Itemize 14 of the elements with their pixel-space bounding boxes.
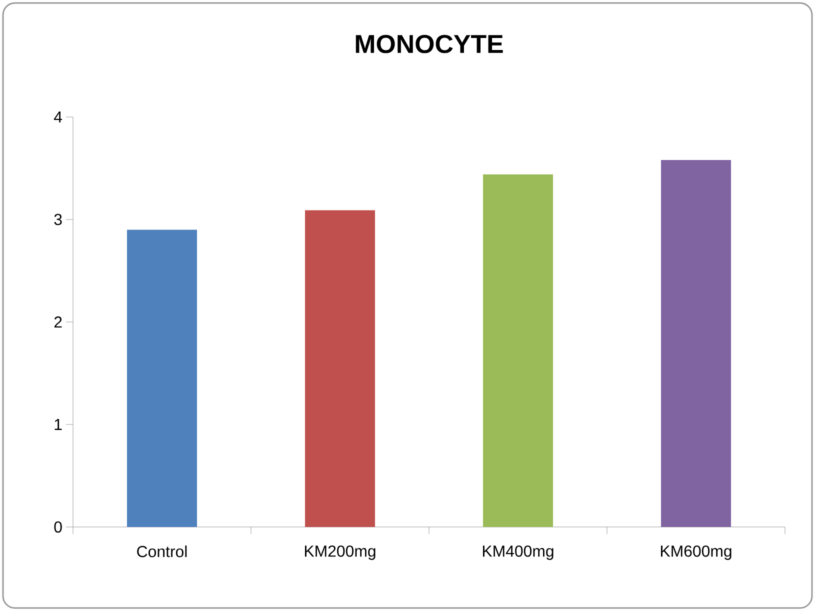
x-tick-label: Control bbox=[137, 546, 187, 558]
x-tick-label: KM400mg bbox=[482, 546, 554, 560]
bar bbox=[661, 160, 732, 527]
chart-title: MONOCYTE bbox=[356, 34, 503, 54]
x-tick-label: KM200mg bbox=[304, 546, 376, 560]
bar bbox=[483, 174, 554, 527]
bar bbox=[127, 230, 198, 527]
y-tick-label: 3 bbox=[54, 214, 62, 226]
x-tick-label: KM600mg bbox=[660, 546, 732, 560]
y-tick-label: 4 bbox=[54, 112, 62, 122]
y-tick-label: 1 bbox=[54, 419, 62, 430]
y-tick-label: 0 bbox=[54, 521, 62, 533]
bar bbox=[305, 210, 376, 527]
y-tick-label: 2 bbox=[54, 316, 62, 328]
